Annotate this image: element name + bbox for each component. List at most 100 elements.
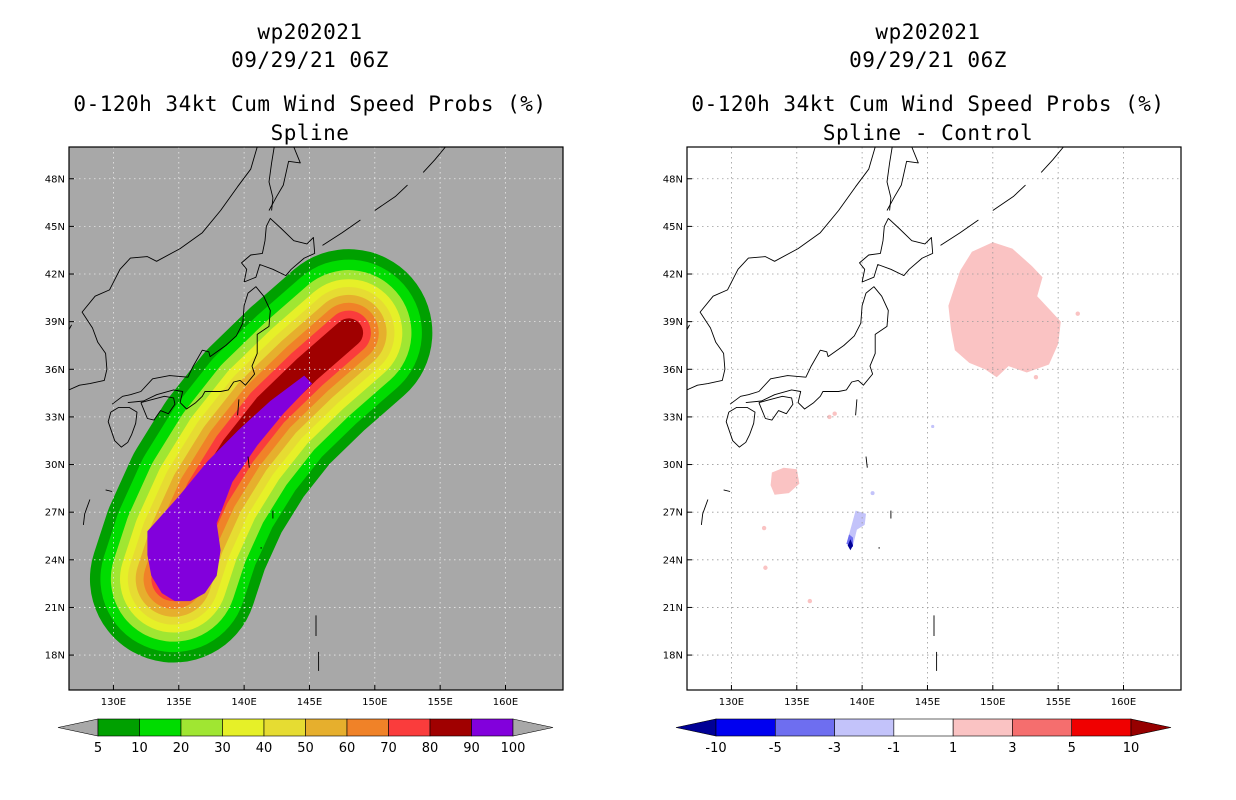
coastline-5 [859,217,934,283]
x-tick-label-4: 150E [980,697,1005,708]
colorbar-bin-0 [715,718,776,737]
colorbar-high-arrow [1130,718,1172,737]
coastline-5 [241,217,316,283]
y-tick-label-4: 30N [663,460,683,471]
y-tick-label-6: 36N [663,365,683,376]
coastline-2 [111,286,271,410]
y-tick-label-0: 18N [663,651,683,662]
coastline-3 [725,406,756,448]
colorbar-bin-5 [305,718,348,737]
left-title-datetime: 09/29/21 06Z [231,48,389,72]
colorbar-label-3: 30 [214,741,231,756]
x-tick-label-0: 130E [719,697,744,708]
colorbar-label-7: 70 [380,741,397,756]
map-background [687,147,1181,690]
colorbar-label-6: 5 [1068,741,1076,756]
colorbar-low-arrow [675,718,717,737]
x-tick-label-3: 145E [297,697,322,708]
y-tick-label-1: 21N [663,603,683,614]
y-tick-label-7: 39N [663,317,683,328]
colorbar-label-5: 50 [297,741,314,756]
map-area [661,147,1181,690]
coastline-14 [43,547,52,555]
y-tick-label-0: 18N [45,651,65,662]
diff-speck-0 [761,525,767,531]
x-tick-label-4: 150E [362,697,387,708]
x-tick-label-0: 130E [101,697,126,708]
x-tick-label-2: 140E [231,697,256,708]
diff-speck-4 [827,414,832,420]
right-map-panel: 130E 135E 140E 145E 150E 155E 160E 18N 21N 24N 27N… [661,146,1182,708]
y-tick-label-9: 45N [45,222,65,233]
map-area [43,147,563,690]
colorbar-label-10: 100 [501,741,526,756]
colorbar-bin-9 [471,718,514,737]
x-tick-label-2: 140E [849,697,874,708]
colorbar-bin-3 [222,718,265,737]
colorbar-bin-6 [346,718,389,737]
map-frame [686,146,1182,691]
map-frame [68,146,564,691]
colorbar-bin-3 [893,718,954,737]
diff-speck-neg-2 [931,424,935,429]
coastline-17 [247,456,250,468]
coastline-12 [82,499,91,525]
colorbar-bin-8 [429,718,472,737]
y-tick-label-5: 33N [663,412,683,423]
coastline-7 [886,147,893,211]
diff-speck-1 [763,565,768,570]
y-tick-label-10: 48N [663,174,683,185]
coastline-6 [268,147,301,211]
y-tick-label-7: 39N [45,317,65,328]
coastline-11 [1040,147,1064,173]
diff-positive-south [770,467,800,495]
diff-speck-2 [807,598,813,604]
colorbar-label-3: -1 [887,741,900,756]
coastline-11 [422,147,446,173]
colorbar-label-4: 1 [949,741,957,756]
colorbar-low-arrow [57,718,99,737]
coastline-4 [758,395,794,421]
colorbar-label-5: 3 [1008,741,1016,756]
colorbar-bin-7 [388,718,431,737]
colorbar-bin-1 [139,718,182,737]
prob-core-100 [147,375,313,602]
coastline-17 [865,456,868,468]
coastline-18 [237,399,240,416]
left-title-storm-id: wp202021 [257,20,363,44]
x-tick-label-1: 135E [784,697,809,708]
colorbar-label-0: -10 [705,741,726,756]
x-tick-label-5: 155E [427,697,452,708]
right-title-datetime: 09/29/21 06Z [849,48,1007,72]
y-tick-label-3: 27N [45,508,65,519]
diff-speck-5 [1075,311,1080,316]
colorbar-high-arrow [512,718,554,737]
left-title-method: Spline [270,121,350,145]
colorbar-bin-4 [263,718,306,737]
colorbar-bin-6 [1071,718,1132,737]
coastline-2 [729,286,889,410]
right-title-product: 0-120h 34kt Cum Wind Speed Probs (%) [691,92,1165,116]
x-tick-label-3: 145E [915,697,940,708]
colorbar-label-2: 20 [173,741,190,756]
coastline-9 [322,219,361,246]
x-tick-label-5: 155E [1045,697,1070,708]
colorbar-label-1: -5 [769,741,782,756]
diff-speck-3 [832,411,837,416]
x-tick-label-6: 160E [493,697,518,708]
y-tick-label-3: 27N [663,508,683,519]
colorbar-label-9: 90 [463,741,480,756]
y-tick-label-9: 45N [663,222,683,233]
right-title-storm-id: wp202021 [875,20,981,44]
left-title-product: 0-120h 34kt Cum Wind Speed Probs (%) [73,92,547,116]
x-tick-label-6: 160E [1111,697,1136,708]
y-tick-label-5: 33N [45,412,65,423]
coastline-14 [661,547,670,555]
colorbar-label-8: 80 [422,741,439,756]
coastline-0 [687,147,876,391]
coastline-10 [992,184,1026,211]
y-tick-label-8: 42N [45,270,65,281]
coastline-0 [69,147,258,391]
y-tick-label-6: 36N [45,365,65,376]
